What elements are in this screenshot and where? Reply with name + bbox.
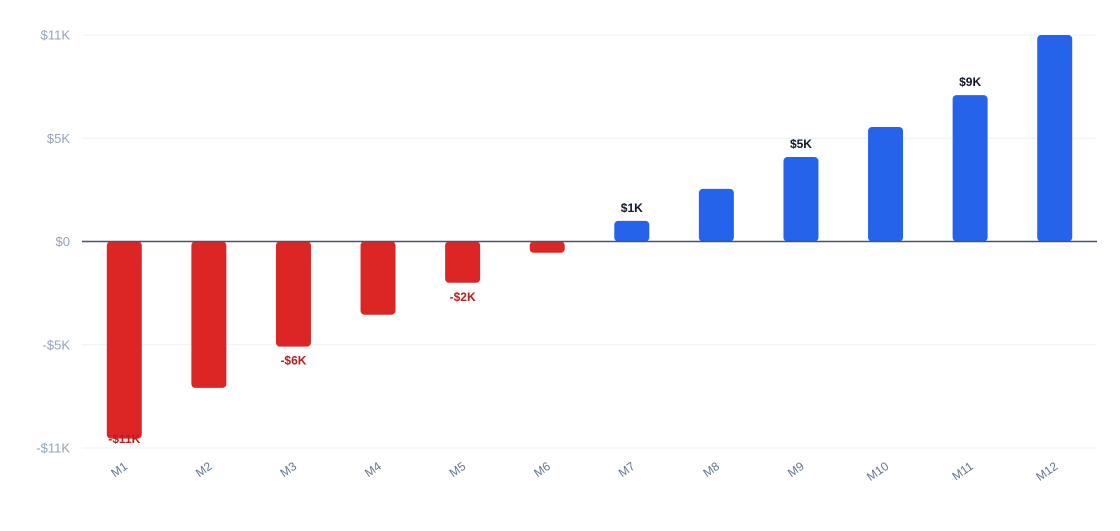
data-label: -$2K — [450, 290, 476, 304]
bar-m9[interactable] — [783, 157, 819, 242]
data-label: -$6K — [280, 354, 306, 368]
x-tick-label: M12 — [1033, 459, 1060, 484]
bar-m10[interactable] — [868, 126, 904, 242]
x-tick-label: M9 — [785, 459, 807, 480]
data-label: $9K — [959, 75, 981, 89]
x-axis-tick-labels: M1 M2 M3 M4 M5 M6 M7 M8 M9 M10 M11 M12 — [108, 459, 1060, 484]
data-label: $5K — [790, 137, 812, 151]
x-tick-label: M7 — [616, 459, 638, 480]
bar-m1[interactable] — [106, 241, 142, 439]
bars — [106, 35, 1073, 439]
y-axis-tick-labels: $11K $5K $0 -$5K -$11K — [36, 28, 70, 456]
x-tick-label: M5 — [447, 459, 469, 480]
x-tick-label: M6 — [531, 459, 553, 480]
x-tick-label: M8 — [700, 459, 722, 480]
y-tick-label: $11K — [41, 28, 71, 43]
y-tick-label: $5K — [47, 131, 70, 146]
bar-m7[interactable] — [614, 220, 650, 242]
data-label: -$11K — [108, 432, 140, 446]
x-tick-label: M1 — [108, 459, 130, 480]
bar-m2[interactable] — [191, 241, 227, 388]
bar-m4[interactable] — [360, 241, 396, 315]
bar-m12[interactable] — [1037, 35, 1073, 242]
x-tick-label: M3 — [277, 459, 299, 480]
bar-m6[interactable] — [529, 241, 565, 253]
bar-m8[interactable] — [698, 188, 734, 242]
x-tick-label: M10 — [864, 459, 891, 484]
x-tick-label: M2 — [193, 459, 215, 480]
y-tick-label: -$5K — [43, 337, 71, 352]
gridlines — [82, 34, 1097, 449]
bar-m3[interactable] — [275, 241, 311, 347]
y-tick-label: $0 — [56, 234, 70, 249]
x-tick-label: M11 — [949, 459, 976, 484]
bar-m11[interactable] — [952, 95, 988, 242]
x-tick-label: M4 — [362, 459, 384, 480]
data-labels: -$11K -$6K -$2K $1K $5K $9K — [108, 75, 981, 446]
y-tick-label: -$11K — [36, 441, 70, 456]
data-label: $1K — [621, 201, 643, 215]
bar-m5[interactable] — [445, 241, 481, 283]
